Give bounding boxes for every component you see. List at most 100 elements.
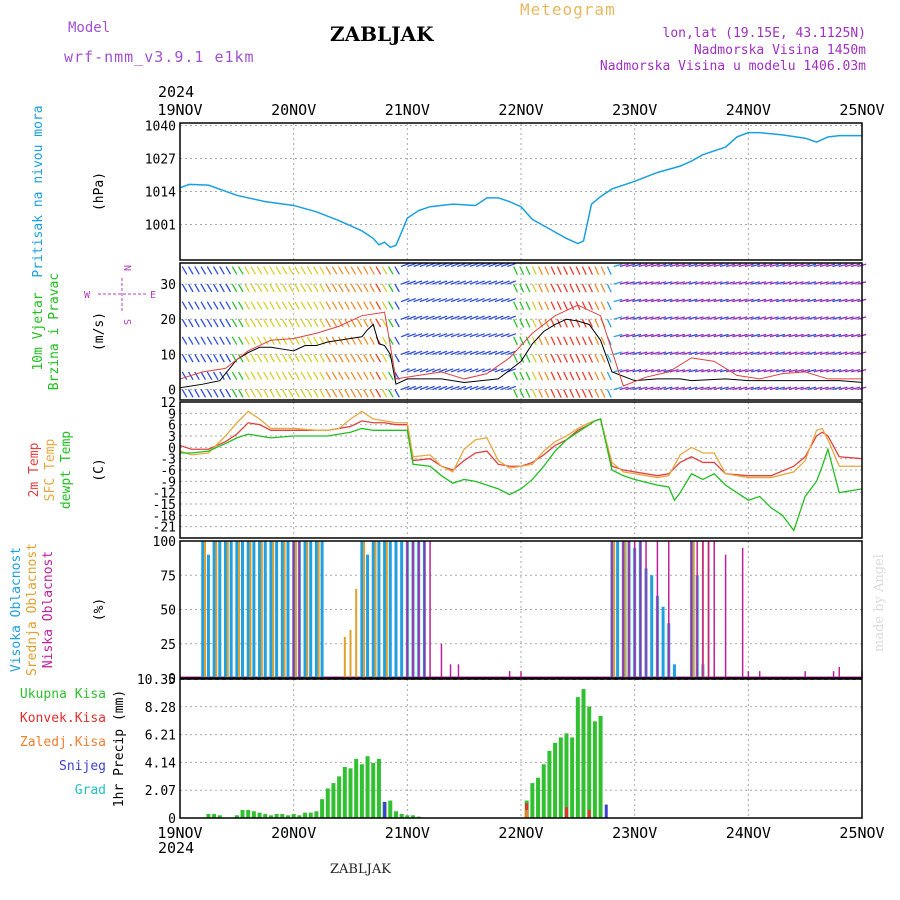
wind-barb — [475, 262, 485, 268]
wind-barb — [194, 371, 200, 381]
wind-barb — [525, 318, 531, 328]
wind-barb — [432, 280, 442, 285]
wind-barb — [594, 266, 600, 275]
panel-parameter-label: 2m Temp — [27, 442, 42, 497]
wind-barb — [531, 318, 537, 328]
wind-barb — [813, 281, 823, 285]
wind-barb — [237, 354, 244, 363]
wind-barb — [707, 351, 717, 355]
wind-barb — [256, 318, 263, 328]
y-tick-label: 10 — [160, 348, 176, 363]
wind-barb — [544, 283, 550, 293]
wind-barb — [444, 315, 454, 320]
wind-barb — [675, 333, 686, 338]
wind-barb — [688, 368, 698, 373]
wind-barb — [556, 389, 562, 398]
wind-barb — [344, 283, 350, 293]
wind-barb — [625, 263, 636, 268]
wind-barb — [782, 386, 792, 391]
wind-barb — [413, 297, 423, 303]
wind-barb — [444, 385, 454, 391]
wind-barb — [707, 263, 717, 268]
wind-barb — [700, 333, 711, 338]
wind-barb — [782, 368, 792, 373]
wind-barb — [538, 266, 544, 275]
wind-barb — [738, 351, 748, 355]
wind-barb — [719, 351, 729, 355]
wind-barb — [594, 371, 600, 381]
wind-barb — [407, 333, 417, 338]
wind-barb — [719, 316, 729, 320]
wind-barb — [513, 389, 519, 398]
low-cloud-bar — [457, 664, 460, 678]
wind-barb — [663, 298, 673, 303]
wind-barb — [287, 283, 294, 293]
wind-barb — [312, 336, 319, 345]
wind-barb — [507, 297, 517, 303]
panel-parameter-label: Visoka Oblacnost — [9, 547, 24, 672]
wind-barb — [782, 351, 792, 355]
wind-barb — [669, 298, 679, 303]
y-tick-label: 30 — [160, 278, 176, 293]
wind-barb — [794, 351, 804, 355]
wind-barb — [225, 336, 232, 345]
wind-barb — [450, 368, 460, 373]
wind-barb — [744, 351, 754, 355]
wind-barb — [494, 333, 504, 338]
wind-barb — [407, 315, 417, 320]
wind-barb — [694, 316, 704, 320]
wind-barb — [312, 266, 319, 275]
wind-barb — [256, 266, 263, 275]
precip-legend-label: Snijeg — [59, 759, 106, 774]
wind-barb — [581, 266, 587, 275]
wind-barb — [638, 351, 648, 355]
wind-barb — [838, 298, 848, 303]
high-cloud-bar — [388, 541, 392, 678]
wind-barb — [832, 298, 842, 303]
mid-cloud-bar — [272, 541, 275, 678]
wind-barb — [513, 371, 519, 381]
wind-barb — [544, 371, 550, 381]
wind-barb — [363, 318, 369, 328]
wind-barb — [726, 386, 736, 391]
wind-barb — [494, 262, 504, 268]
wind-barb — [794, 298, 804, 303]
high-cloud-bar — [377, 541, 381, 678]
wind-barb — [832, 386, 842, 391]
wind-barb — [325, 389, 332, 398]
wind-barb — [388, 371, 394, 381]
total-precip-bar — [388, 800, 393, 818]
top-date-tick: 24NOV — [726, 101, 771, 119]
wind-barb — [363, 354, 369, 363]
wind-barb — [807, 298, 817, 303]
wind-barb — [237, 283, 244, 293]
high-cloud-bar — [218, 541, 222, 678]
freezing-precip-bar — [525, 809, 529, 818]
wind-barb — [581, 336, 587, 346]
wind-barb — [544, 301, 550, 311]
wind-barb — [206, 318, 213, 328]
low-cloud-bar — [639, 541, 642, 678]
total-precip-bar — [297, 815, 302, 818]
wind-barb — [675, 263, 686, 268]
wind-barb — [338, 301, 344, 310]
wind-barb — [187, 283, 194, 293]
wind-barb — [513, 266, 519, 275]
wind-barb — [306, 336, 313, 345]
direction-south-label: S — [121, 319, 132, 325]
wind-barb — [407, 350, 417, 355]
bottom-date-tick: 24NOV — [726, 824, 771, 842]
wind-barb — [294, 266, 300, 275]
total-precip-bar — [558, 737, 563, 818]
panel-frame — [179, 401, 863, 539]
bottom-year-label: 2024 — [158, 839, 194, 857]
wind-barb — [588, 336, 594, 346]
wind-barb — [638, 333, 648, 338]
wind-barb — [538, 354, 544, 363]
wind-barb — [475, 280, 485, 285]
wind-barb — [525, 389, 531, 398]
low-cloud-bar — [298, 541, 301, 678]
wind-barb — [707, 281, 717, 285]
wind-barb — [606, 301, 612, 311]
wind-barb — [219, 371, 225, 381]
